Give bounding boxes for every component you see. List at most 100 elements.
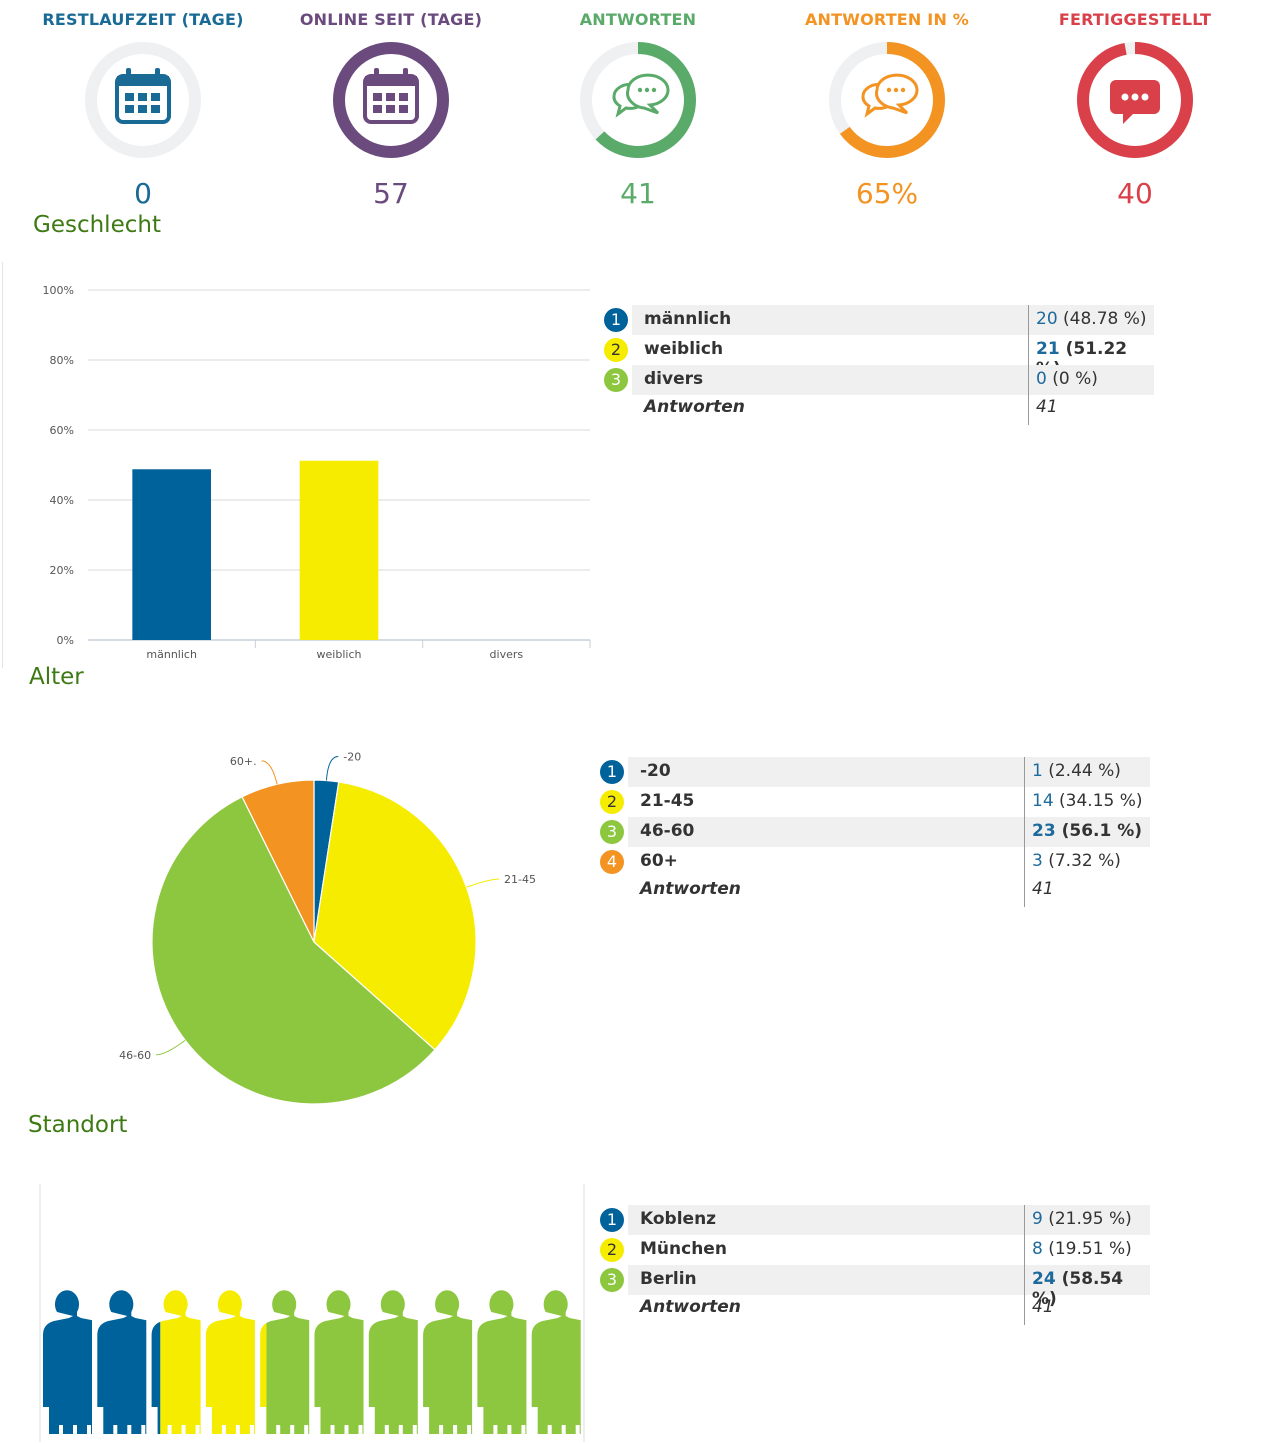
- person-icon: [97, 1290, 147, 1434]
- kpi-card: RESTLAUFZEIT (TAGE) 0: [23, 0, 263, 210]
- section-divider: [2, 262, 3, 668]
- legend-label: divers: [644, 369, 704, 389]
- legend-row: 2 München 8 (19.51 %): [600, 1235, 1150, 1265]
- legend-total-label: Antworten: [640, 879, 741, 899]
- person-icon: [368, 1290, 418, 1434]
- x-tick-label: weiblich: [317, 648, 362, 661]
- kpi-progress-ring: [1077, 42, 1193, 158]
- legend-number-badge: 2: [604, 338, 628, 362]
- legend-total-value: 41: [1036, 397, 1058, 417]
- legend-label: -20: [640, 761, 671, 781]
- legend-row: 3 46-60 23 (56.1 %): [600, 817, 1150, 847]
- legend-count: 9: [1032, 1209, 1043, 1229]
- legend-percent: (58.54 %): [1032, 1269, 1124, 1309]
- legend-count: 1: [1032, 761, 1043, 781]
- person-icon: [260, 1290, 310, 1434]
- legend-total-label: Antworten: [644, 397, 745, 417]
- legend-percent: (21.95 %): [1048, 1209, 1132, 1229]
- legend-label: 21-45: [640, 791, 695, 811]
- legend-percent: (2.44 %): [1048, 761, 1121, 781]
- chat-bubbles-icon: [612, 73, 670, 118]
- legend-percent: (19.51 %): [1048, 1239, 1132, 1259]
- legend-total-row: Antworten 41: [604, 395, 1154, 425]
- kpi-progress-ring: [85, 42, 201, 158]
- kpi-value: 65%: [855, 177, 919, 210]
- legend-row: 2 21-45 14 (34.15 %): [600, 787, 1150, 817]
- legend-count: 24: [1032, 1269, 1056, 1289]
- legend-percent: (56.1 %): [1061, 821, 1143, 841]
- legend-percent: (34.15 %): [1059, 791, 1143, 811]
- legend-row: 1 -20 1 (2.44 %): [600, 757, 1150, 787]
- legend-count: 14: [1032, 791, 1054, 811]
- legend-number-badge: 4: [600, 850, 624, 874]
- kpi-title: RESTLAUFZEIT (TAGE): [42, 10, 244, 29]
- legend-number-badge: 1: [604, 308, 628, 332]
- kpi-value: 41: [620, 177, 656, 210]
- legend-value: 8 (19.51 %): [1032, 1239, 1132, 1259]
- kpi-card: ONLINE SEIT (TAGE) 57: [271, 0, 511, 210]
- legend-count: 8: [1032, 1239, 1043, 1259]
- location-legend-table: 1 Koblenz 9 (21.95 %) 2 München 8 (19.51 %) 3 B…: [600, 1205, 1150, 1325]
- bar-weiblich: [299, 460, 379, 640]
- pie-label: 21-45: [504, 873, 536, 886]
- kpi-value: 0: [134, 177, 152, 210]
- legend-percent: (0 %): [1052, 369, 1098, 389]
- y-tick-label: 0%: [57, 634, 74, 647]
- legend-row: 1 Koblenz 9 (21.95 %): [600, 1205, 1150, 1235]
- legend-row: 1 männlich 20 (48.78 %): [604, 305, 1154, 335]
- kpi-progress-ring: [829, 42, 945, 158]
- legend-value: 0 (0 %): [1036, 369, 1098, 389]
- legend-value: 3 (7.32 %): [1032, 851, 1121, 871]
- kpi-title: FERTIGGESTELLT: [1058, 10, 1212, 29]
- chat-dots-icon: [1110, 80, 1160, 124]
- person-icon: [205, 1290, 255, 1434]
- legend-total-row: Antworten 41: [600, 1295, 1150, 1325]
- kpi-card: ANTWORTEN 41: [518, 0, 758, 210]
- age-pie-chart: -20 21-45 46-60 60+.: [119, 751, 536, 1105]
- person-icon: [43, 1290, 92, 1434]
- legend-label: Koblenz: [640, 1209, 717, 1229]
- legend-count: 21: [1036, 339, 1060, 359]
- legend-total-row: Antworten 41: [600, 877, 1150, 907]
- legend-value: 1 (2.44 %): [1032, 761, 1121, 781]
- legend-row: 3 divers 0 (0 %): [604, 365, 1154, 395]
- section-title-age: Alter: [29, 664, 84, 690]
- gender-bar-chart: 0% 20% 40% 60% 80% 100% männlich weiblich divers: [43, 284, 591, 661]
- legend-percent: (7.32 %): [1048, 851, 1121, 871]
- legend-value: 9 (21.95 %): [1032, 1209, 1132, 1229]
- gender-legend-table: 1 männlich 20 (48.78 %) 2 weiblich 21 (51.22 …: [604, 305, 1154, 425]
- legend-count: 20: [1036, 309, 1058, 329]
- pie-slice-1: [313, 781, 477, 1051]
- legend-value: 21 (51.22 %): [1036, 339, 1154, 379]
- x-tick-label: männlich: [146, 648, 197, 661]
- legend-value: 24 (58.54 %): [1032, 1269, 1150, 1309]
- legend-number-badge: 1: [600, 760, 624, 784]
- legend-label: 60+: [640, 851, 678, 871]
- legend-count: 3: [1032, 851, 1043, 871]
- kpi-progress-ring: [333, 42, 449, 158]
- bar-männlich: [132, 469, 211, 640]
- pie-label: -20: [343, 751, 361, 764]
- kpi-title: ANTWORTEN IN %: [804, 10, 970, 29]
- person-icon: [477, 1290, 527, 1434]
- y-tick-label: 40%: [50, 494, 74, 507]
- legend-number-badge: 3: [604, 368, 628, 392]
- location-pictogram-chart: [39, 1184, 585, 1442]
- y-tick-label: 20%: [50, 564, 74, 577]
- legend-row: 3 Berlin 24 (58.54 %): [600, 1265, 1150, 1309]
- kpi-card: ANTWORTEN IN % 65%: [767, 0, 1007, 210]
- legend-total-value: 41: [1032, 1297, 1054, 1317]
- legend-row: 2 weiblich 21 (51.22 %): [604, 335, 1154, 379]
- person-icon: [314, 1290, 364, 1434]
- x-tick-label: divers: [490, 648, 524, 661]
- y-tick-label: 80%: [50, 354, 74, 367]
- age-legend-table: 1 -20 1 (2.44 %) 2 21-45 14 (34.15 %) 3 46-60 23…: [600, 757, 1150, 907]
- legend-row: 4 60+ 3 (7.32 %): [600, 847, 1150, 877]
- legend-percent: (48.78 %): [1063, 309, 1147, 329]
- y-tick-label: 60%: [50, 424, 74, 437]
- legend-number-badge: 2: [600, 790, 624, 814]
- legend-total-label: Antworten: [640, 1297, 741, 1317]
- y-tick-label: 100%: [43, 284, 74, 297]
- legend-number-badge: 3: [600, 820, 624, 844]
- legend-number-badge: 3: [600, 1268, 624, 1292]
